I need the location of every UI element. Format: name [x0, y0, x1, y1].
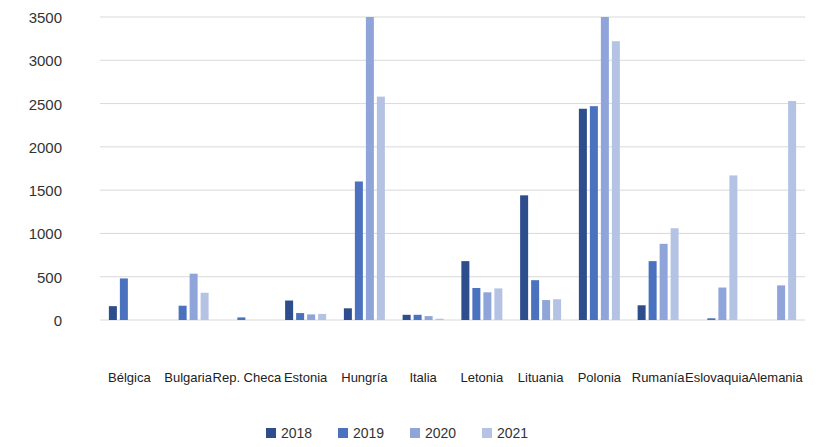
bar: [531, 280, 539, 320]
bar: [259, 320, 267, 321]
bar: [168, 320, 176, 321]
legend-label: 2021: [497, 425, 528, 441]
bar: [142, 320, 150, 321]
bar: [579, 109, 587, 320]
bar: [190, 274, 198, 320]
category-label: Alemania: [749, 370, 804, 385]
legend-swatch: [482, 428, 492, 438]
bar: [403, 315, 411, 320]
grid-line: [100, 103, 805, 104]
bar: [461, 261, 469, 320]
bar: [483, 292, 491, 320]
bar: [696, 320, 704, 321]
category-label: Bulgaria: [164, 370, 212, 385]
bar: [601, 17, 609, 320]
category-label: Rumanía: [632, 370, 686, 385]
category-label: Rep. Checa: [213, 370, 282, 385]
bar: [788, 101, 796, 320]
tick-label: 1000: [29, 225, 62, 242]
category-label: Eslovaquia: [685, 370, 749, 385]
grid-line: [100, 146, 805, 147]
legend-swatch: [338, 428, 348, 438]
bar: [729, 175, 737, 320]
category-label: Letonia: [461, 370, 504, 385]
bar: [718, 288, 726, 320]
bar: [296, 313, 304, 320]
bar: [237, 317, 245, 320]
bar: [755, 320, 763, 321]
bar: [425, 316, 433, 320]
category-label: Italia: [409, 370, 437, 385]
bar: [472, 288, 480, 320]
grid-line: [100, 276, 805, 277]
category-label: Hungría: [341, 370, 388, 385]
bar: [542, 300, 550, 320]
bar: [201, 293, 209, 320]
grid-line: [100, 17, 805, 18]
bar: [318, 314, 326, 320]
tick-label: 2000: [29, 139, 62, 156]
bar: [660, 244, 668, 320]
category-label: Polonia: [578, 370, 622, 385]
tick-label: 3500: [29, 9, 62, 26]
tick-label: 500: [37, 269, 62, 286]
category-label: Bélgica: [108, 370, 151, 385]
bar: [638, 305, 646, 320]
bar: [307, 314, 315, 320]
category-label: Lituania: [518, 370, 564, 385]
tick-label: 1500: [29, 182, 62, 199]
legend-label: 2020: [425, 425, 456, 441]
category-label: Estonia: [284, 370, 328, 385]
grid-line: [100, 60, 805, 61]
grid-line: [100, 190, 805, 191]
bar: [414, 315, 422, 320]
grid-line: [100, 233, 805, 234]
bar: [590, 106, 598, 320]
bar: [649, 261, 657, 320]
bar: [226, 320, 234, 321]
bar: [179, 306, 187, 320]
bar: [612, 41, 620, 320]
bar: [355, 181, 363, 320]
bar: [120, 278, 128, 320]
bar: [766, 320, 774, 321]
chart: 0 500 1000 1500 2000 2500 3000 3500 Bélgica Bulga…: [0, 0, 820, 447]
bar: [553, 299, 561, 320]
bar: [671, 228, 679, 320]
bar: [520, 195, 528, 320]
bar: [707, 318, 715, 320]
bar: [344, 308, 352, 320]
bar: [131, 320, 139, 321]
legend-swatch: [410, 428, 420, 438]
tick-label: 2500: [29, 96, 62, 113]
tick-label: 0: [54, 312, 62, 329]
bar: [366, 17, 374, 320]
bar: [377, 97, 385, 320]
bar: [109, 306, 117, 320]
bar: [285, 301, 293, 320]
legend-swatch: [266, 428, 276, 438]
bar: [777, 285, 785, 320]
bar: [248, 320, 256, 321]
bars: [109, 17, 796, 320]
tick-label: 3000: [29, 52, 62, 69]
legend-label: 2019: [353, 425, 384, 441]
bar: [436, 319, 444, 320]
bar: [494, 288, 502, 320]
legend-label: 2018: [281, 425, 312, 441]
